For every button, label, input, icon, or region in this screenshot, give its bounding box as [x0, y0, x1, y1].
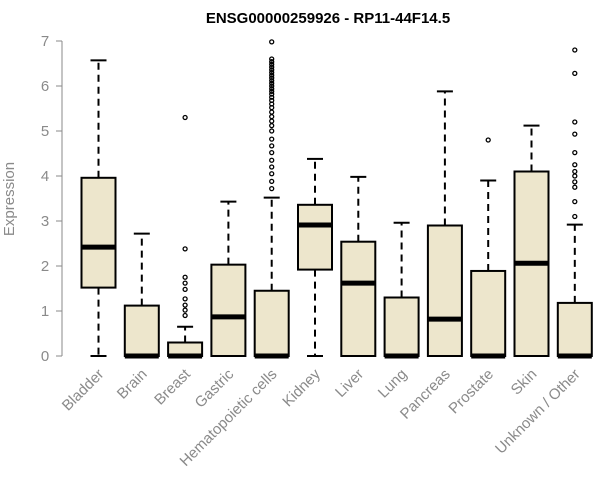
iqr-box [426, 224, 463, 357]
outlier-point [572, 213, 578, 220]
outlier-point [269, 67, 275, 73]
box-hematopoietic-cells [253, 39, 290, 359]
outlier-point [269, 157, 275, 163]
outlier-point [182, 286, 188, 293]
iqr-box [297, 203, 333, 271]
x-tick-label: Brain [114, 366, 151, 403]
outlier-point [572, 149, 578, 156]
outlier-point [572, 198, 578, 205]
x-tick-label: Prostate [445, 366, 497, 418]
y-tick-label: 5 [41, 123, 49, 140]
outlier-point [182, 302, 188, 308]
outlier-point [182, 307, 188, 313]
outlier-point [182, 296, 188, 302]
outlier-point [269, 143, 275, 149]
y-axis: 0 1 2 3 4 5 6 7 [41, 33, 63, 365]
outlier-point [182, 274, 188, 280]
x-tick-label: Breast [151, 365, 194, 408]
outlier-point [269, 69, 275, 76]
box-gastric [210, 200, 247, 357]
x-tick-label: Bladder [59, 366, 108, 415]
outlier-point [269, 88, 275, 95]
outlier-point [269, 128, 275, 134]
iqr-box [470, 269, 507, 358]
outlier-point [182, 114, 188, 121]
y-tick-label: 2 [41, 258, 49, 275]
box-brain [123, 232, 160, 359]
y-tick-label: 7 [41, 33, 49, 50]
outlier-point [572, 47, 578, 53]
box-series [80, 39, 593, 359]
box-breast [167, 114, 204, 359]
y-tick-label: 4 [41, 168, 49, 185]
outlier-point [269, 80, 275, 86]
box-pancreas [426, 90, 463, 357]
outlier-point [269, 122, 275, 129]
outlier-point [269, 113, 275, 120]
iqr-box [383, 296, 420, 357]
x-tick-label: Kidney [279, 365, 324, 410]
outlier-point [182, 312, 188, 319]
box-liver [340, 175, 377, 357]
outlier-point [182, 246, 188, 252]
iqr-box [556, 301, 593, 357]
x-tick-label: Lung [375, 366, 411, 402]
outlier-point [182, 280, 188, 286]
outlier-point [572, 173, 578, 179]
outlier-point [485, 137, 491, 143]
y-tick-label: 0 [41, 348, 49, 365]
outlier-point [269, 56, 275, 62]
iqr-box [80, 176, 117, 289]
outlier-point [269, 77, 275, 84]
outlier-point [572, 131, 578, 137]
outlier-point [269, 136, 275, 142]
box-unknown-other [556, 47, 593, 359]
outlier-point [269, 164, 275, 170]
box-bladder [80, 59, 117, 357]
outlier-point [572, 119, 578, 125]
outlier-point [269, 97, 275, 104]
outlier-point [269, 39, 275, 45]
y-axis-title: Expression [1, 162, 18, 236]
outlier-point [269, 72, 275, 78]
y-tick-label: 1 [41, 303, 49, 320]
iqr-box [210, 263, 247, 357]
outlier-point [269, 185, 275, 192]
box-prostate [470, 137, 507, 359]
y-tick-label: 6 [41, 78, 49, 95]
outlier-point [269, 109, 275, 115]
x-tick-label: Liver [332, 366, 367, 401]
outlier-point [572, 162, 578, 168]
box-skin [513, 124, 550, 357]
outlier-point [269, 94, 275, 100]
outlier-point [269, 64, 275, 70]
iqr-box [253, 289, 290, 357]
iqr-box [123, 304, 160, 358]
outlier-point [572, 179, 578, 185]
outlier-point [572, 168, 578, 175]
iqr-box [340, 240, 377, 357]
outlier-point [269, 118, 275, 124]
x-tick-label: Skin [508, 366, 541, 399]
y-tick-label: 3 [41, 213, 49, 230]
outlier-point [269, 83, 275, 89]
outlier-point [269, 75, 275, 81]
outlier-point [269, 178, 275, 185]
outlier-point [269, 91, 275, 97]
outlier-point [572, 184, 578, 190]
box-kidney [297, 157, 333, 357]
chart-title: ENSG00000259926 - RP11-44F14.5 [206, 10, 450, 27]
outlier-point [269, 171, 275, 177]
outlier-point [269, 59, 275, 65]
outlier-point [269, 149, 275, 156]
box-lung [383, 221, 420, 359]
outlier-point [269, 61, 275, 68]
outlier-point [572, 70, 578, 77]
outlier-point [269, 86, 275, 92]
